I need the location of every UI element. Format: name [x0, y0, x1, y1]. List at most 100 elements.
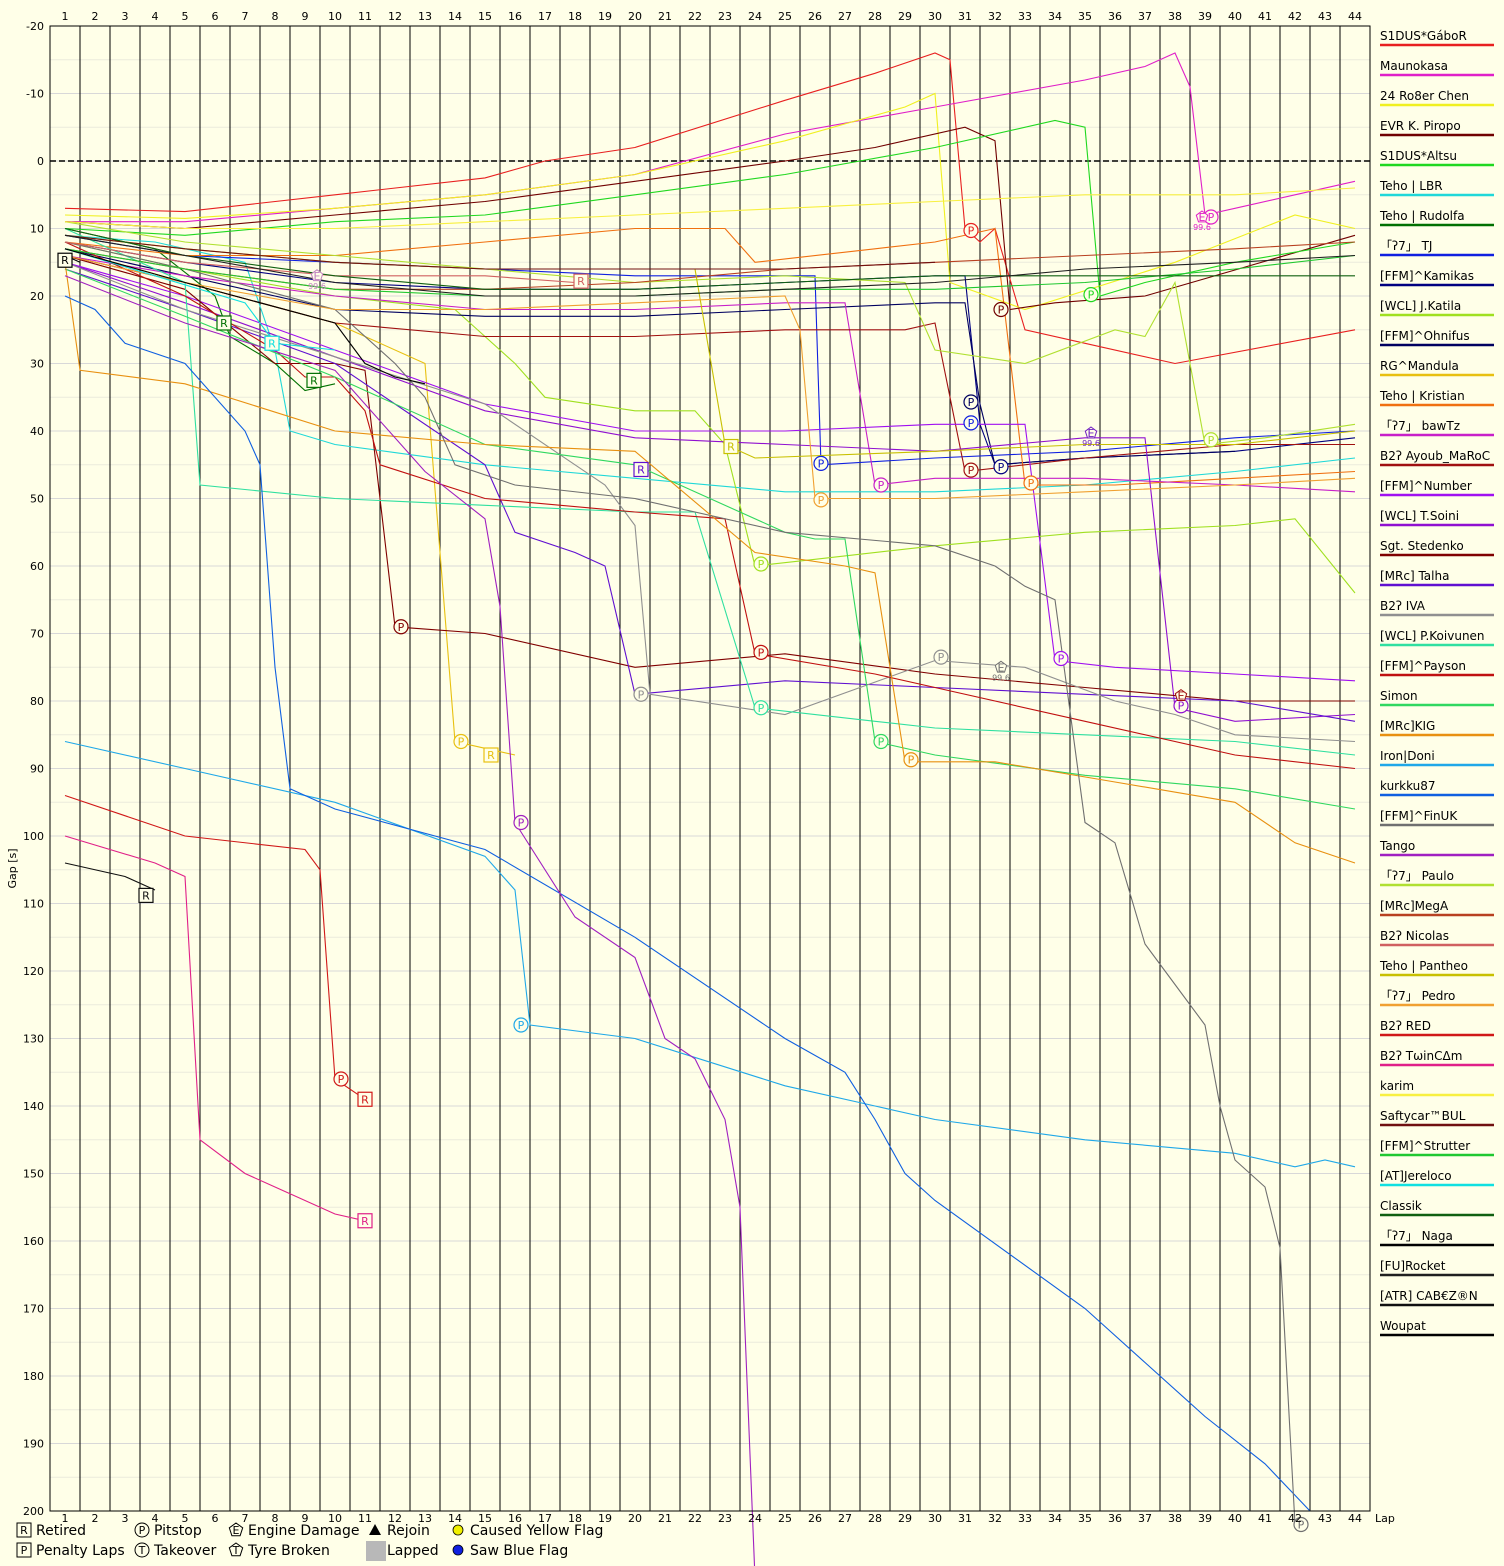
- legend-entry: B2ʔ Ayoub_MaRoC: [1380, 449, 1490, 463]
- legend-entry: Simon: [1380, 689, 1418, 703]
- legend-entry: [FFM]^FinUK: [1380, 809, 1458, 823]
- x-tick-bottom: 35: [1078, 1512, 1092, 1525]
- marker-letter: P: [1058, 652, 1065, 665]
- series-line: [64, 221, 1356, 446]
- pitstop-marker: P: [963, 394, 979, 410]
- pitstop-circle: [963, 415, 979, 431]
- x-tick-bottom: 42: [1288, 1512, 1302, 1525]
- y-tick-label: 20: [30, 290, 44, 303]
- series-line: [64, 187, 1356, 230]
- legend-entry: B2ʔ IVA: [1380, 599, 1426, 613]
- marker-letter: P: [878, 736, 885, 749]
- marker-letter: P: [968, 396, 975, 409]
- x-tick-bottom: 31: [958, 1512, 972, 1525]
- retired-marker: R: [573, 273, 589, 289]
- event-markers: RRRRRPRRPPRPPRRPRPPPPPPPPPPPPPPPPPPPPPPE…: [57, 209, 1309, 1533]
- x-tick-bottom: 18: [568, 1512, 582, 1525]
- key-icon-letter: P: [139, 1524, 146, 1537]
- key-item: E Engine Damage: [228, 1522, 360, 1539]
- series-line: [64, 92, 1356, 311]
- x-tick-bottom: 25: [778, 1512, 792, 1525]
- pitstop-circle: [963, 394, 979, 410]
- key-pentagon-icon: [228, 1522, 244, 1537]
- engine-damage-marker: E99.6: [1082, 426, 1100, 448]
- x-tick-bottom: 28: [868, 1512, 882, 1525]
- legend-entry: [FFM]^Kamikas: [1380, 269, 1474, 283]
- legend-entry: [FU]Rocket: [1380, 1259, 1446, 1273]
- series-line: [64, 241, 1356, 770]
- key-label: Engine Damage: [248, 1523, 360, 1539]
- pitstop-circle: [813, 455, 829, 471]
- x-tick-bottom: 2: [92, 1512, 99, 1525]
- x-tick-bottom: 34: [1048, 1512, 1062, 1525]
- series-line: [64, 234, 1356, 297]
- y-tick-label: 150: [23, 1168, 44, 1181]
- legend-entry: 「ʔ7」 TJ: [1380, 239, 1432, 253]
- key-lapped-icon: [366, 1541, 386, 1561]
- y-tick-label: 70: [30, 628, 44, 641]
- legend-entry: 「ʔ7」 Paulo: [1380, 869, 1454, 883]
- pitstop-marker: P: [963, 462, 979, 478]
- engine-damage-marker: E: [1174, 688, 1188, 703]
- x-tick-bottom: 1: [62, 1512, 69, 1525]
- legend-entry: 「ʔ7」 Naga: [1380, 1229, 1453, 1243]
- retired-box: [483, 747, 499, 763]
- legend-entry: Saftycar™BUL: [1380, 1109, 1466, 1123]
- key-label: Takeover: [153, 1543, 216, 1559]
- key-label: Retired: [36, 1523, 86, 1539]
- x-tick-top: 33: [1018, 10, 1032, 23]
- x-tick-top: 27: [838, 10, 852, 23]
- marker-letter: P: [818, 457, 825, 470]
- y-tick-label: 170: [23, 1303, 44, 1316]
- pitstop-circle: [873, 733, 889, 750]
- legend-entry: Maunokasa: [1380, 59, 1448, 73]
- pitstop-circle: [993, 459, 1009, 475]
- x-tick-bottom: 21: [658, 1512, 672, 1525]
- marker-letter: P: [758, 702, 765, 715]
- legend-entry: EVR K. Piropo: [1380, 119, 1461, 133]
- x-tick-bottom: 6: [212, 1512, 219, 1525]
- marker-letter: P: [398, 621, 405, 634]
- retired-box: [57, 252, 73, 268]
- key-label: Caused Yellow Flag: [470, 1523, 603, 1539]
- y-tick-label: 80: [30, 695, 44, 708]
- pitstop-circle: [753, 700, 769, 716]
- legend-entry: B2ʔ RED: [1380, 1019, 1431, 1033]
- x-tick-top: 40: [1228, 10, 1242, 23]
- marker-letter: R: [310, 374, 318, 387]
- key-label: Pitstop: [154, 1523, 202, 1539]
- x-tick-bottom: 39: [1198, 1512, 1212, 1525]
- engine-damage-letter: E: [1199, 211, 1206, 224]
- x-tick-bottom: 29: [898, 1512, 912, 1525]
- x-tick-bottom: 23: [718, 1512, 732, 1525]
- pitstop-circle: [813, 492, 829, 508]
- pitstop-marker: P: [513, 1017, 529, 1033]
- key-label: Rejoin: [387, 1523, 430, 1539]
- x-tick-top: 39: [1198, 10, 1212, 23]
- key-item: T Takeover: [134, 1542, 216, 1559]
- y-tick-label: 0: [37, 155, 44, 168]
- legend-entry: B2ʔ Nicolas: [1380, 929, 1449, 943]
- pitstop-marker: P: [1023, 475, 1039, 491]
- x-tick-top: 38: [1168, 10, 1182, 23]
- legend-entry: [FFM]^Payson: [1380, 659, 1466, 673]
- series-line: [64, 227, 1355, 290]
- legend-entry: 「ʔ7」 bawTz: [1380, 419, 1460, 433]
- x-tick-top: 31: [958, 10, 972, 23]
- engine-damage-pentagon: [1174, 688, 1188, 701]
- key-circle-icon: [134, 1542, 150, 1558]
- key-item: P Penalty Laps: [16, 1542, 125, 1559]
- series-line: [64, 835, 366, 1222]
- key-item: P Pitstop: [134, 1522, 202, 1539]
- legend-entry: [MRc]KIG: [1380, 719, 1435, 733]
- y-tick-label: 40: [30, 425, 44, 438]
- marker-letter: R: [487, 749, 495, 762]
- marker-letter: P: [818, 494, 825, 507]
- key-pentagon-icon: [228, 1542, 244, 1557]
- legend-entry: S1DUS*GáboR: [1380, 29, 1467, 43]
- pitstop-circle: [513, 814, 529, 831]
- y-tick-label: -20: [26, 20, 44, 33]
- pitstop-circle: [1053, 650, 1069, 667]
- x-tick-bottom: 7: [242, 1512, 249, 1525]
